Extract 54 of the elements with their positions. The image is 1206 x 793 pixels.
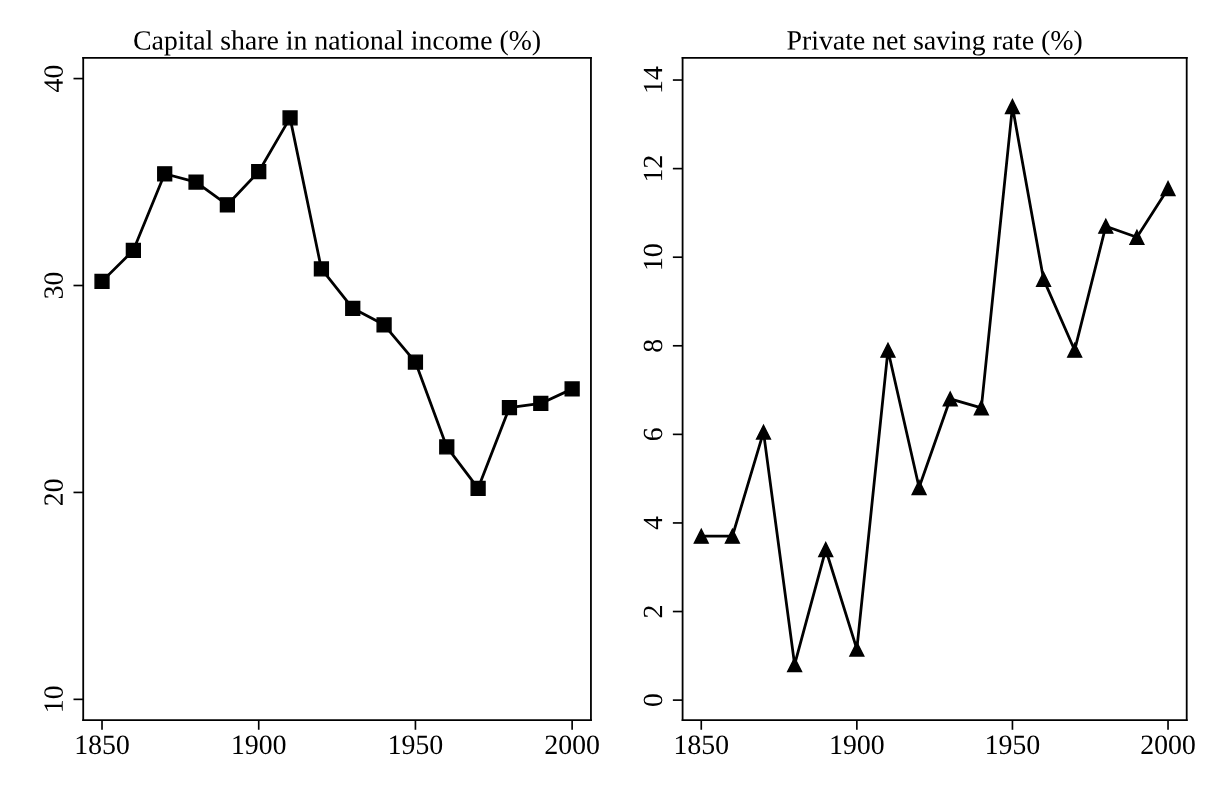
point: [911, 479, 927, 496]
point: [501, 399, 518, 416]
point: [880, 342, 896, 358]
y-tick-label: 14: [643, 66, 663, 92]
point: [973, 400, 989, 416]
point: [313, 261, 330, 277]
point: [376, 317, 392, 333]
point: [942, 391, 958, 407]
y-tick-label: 40: [44, 65, 63, 92]
point: [533, 395, 549, 412]
point: [1035, 271, 1052, 287]
point: [439, 439, 455, 455]
x-tick-label: 1950: [390, 735, 443, 755]
x-tick-label: 1950: [987, 735, 1040, 755]
y-tick-label: 6: [643, 428, 663, 441]
point: [219, 197, 236, 213]
y-tick-label: 4: [643, 516, 663, 530]
point: [251, 164, 267, 180]
x-tick-label: 1900: [233, 735, 286, 755]
y-tick-label: 8: [643, 339, 663, 352]
point: [818, 541, 834, 558]
point: [1004, 98, 1021, 115]
y-tick-label: 10: [44, 686, 63, 711]
point: [564, 381, 580, 397]
point: [724, 528, 741, 544]
x-tick-label: 1900: [831, 735, 884, 755]
point: [157, 166, 173, 182]
y-tick-label: 10: [643, 244, 663, 269]
point: [1129, 229, 1145, 245]
point: [188, 174, 204, 190]
point: [755, 424, 772, 440]
y-tick-label: 30: [44, 272, 63, 299]
x-tick-label: 1850: [675, 735, 728, 755]
point: [282, 110, 298, 126]
point: [1160, 180, 1176, 197]
y-tick-label: 12: [643, 156, 663, 181]
chart-title: Capital share in national income (%): [134, 30, 540, 56]
point: [693, 528, 709, 544]
point: [407, 354, 424, 370]
point: [1067, 342, 1083, 358]
y-tick-label: 20: [44, 479, 63, 506]
point: [1098, 218, 1114, 234]
point: [786, 657, 803, 673]
point: [125, 242, 141, 258]
x-tick-label: 2000: [1141, 735, 1195, 755]
y-tick-label: 2: [643, 606, 663, 618]
chart-title: Private net saving rate (%): [787, 30, 1082, 56]
point: [345, 300, 361, 316]
point: [470, 480, 486, 496]
x-tick-label: 1850: [76, 735, 129, 755]
x-tick-label: 2000: [545, 735, 599, 755]
point: [849, 641, 865, 657]
y-tick-label: 0: [643, 694, 663, 706]
point: [94, 273, 110, 290]
